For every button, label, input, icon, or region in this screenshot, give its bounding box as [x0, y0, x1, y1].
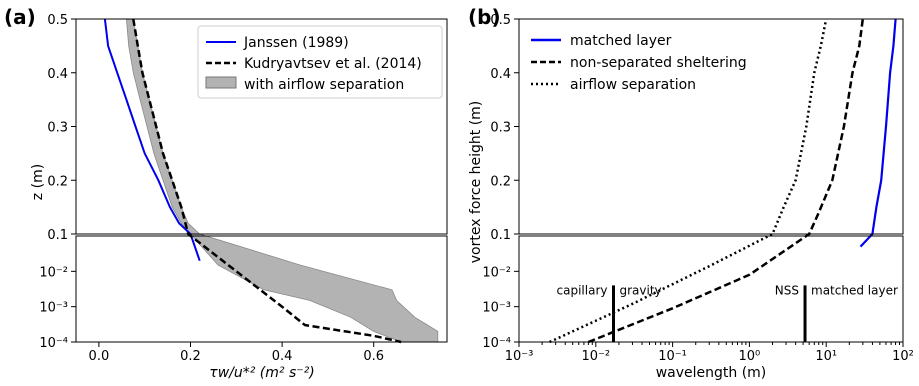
marker-label-nss: NSS	[775, 283, 799, 297]
y-tick-label: 10⁻²	[39, 265, 68, 280]
panel-a-ylabel: z (m)	[30, 164, 46, 200]
y-tick-label: 0.5	[47, 13, 68, 28]
panel-b-markers: capillary gravity NSS matched layer	[557, 283, 898, 342]
panel-a: (a) 0.0 0.2 0.4 0.6 0.1 0.2 0.3 0.4 0.5 10⁻² 10⁻³ 1…	[4, 5, 448, 381]
panel-b-legend-label-matched: matched layer	[570, 33, 672, 49]
y-tick-label: 0.3	[490, 121, 511, 136]
x-tick-label: 10¹	[815, 349, 837, 364]
y-tick-label: 0.4	[490, 67, 511, 82]
panel-b-ylabel: vortex force height (m)	[468, 101, 484, 264]
panel-a-legend-label-kudryavtsev: Kudryavtsev et al. (2014)	[244, 56, 422, 72]
y-tick-label: 0.1	[490, 228, 511, 243]
series-line-non-separated-sheltering	[587, 18, 865, 344]
panel-b-series-layer	[549, 18, 897, 344]
panel-a-legend: Janssen (1989) Kudryavtsev et al. (2014)…	[197, 25, 443, 99]
y-tick-label: 10⁻⁴	[39, 336, 68, 351]
y-tick-label: 10⁻³	[482, 301, 511, 316]
marker-label-matched-layer: matched layer	[811, 283, 898, 297]
y-tick-label: 0.2	[490, 174, 511, 189]
x-tick-label: 10⁻¹	[658, 349, 687, 364]
panel-b-xlabel: wavelength (m)	[656, 365, 767, 381]
y-tick-label: 0.5	[490, 13, 511, 28]
marker-label-gravity: gravity	[619, 283, 661, 297]
panel-a-axes: 0.0 0.2 0.4 0.6 0.1 0.2 0.3 0.4 0.5 10⁻² 10⁻³ 10⁻⁴	[39, 13, 384, 364]
panel-a-legend-box	[197, 25, 443, 99]
y-tick-label: 10⁻⁴	[482, 336, 511, 351]
panel-b-legend-label-separation: airflow separation	[570, 77, 696, 93]
panel-b-lower-frame	[518, 235, 904, 343]
y-tick-label: 0.2	[47, 174, 68, 189]
panel-b-legend-label-nss: non-separated sheltering	[570, 55, 747, 71]
panel-b-label: (b)	[468, 5, 501, 29]
panel-b-legend: matched layer non-separated sheltering a…	[531, 33, 747, 93]
marker-label-capillary: capillary	[557, 283, 608, 297]
series-line-janssen-1989	[103, 18, 201, 262]
x-tick-label: 0.6	[363, 349, 384, 364]
y-tick-label: 0.4	[47, 67, 68, 82]
y-tick-label: 10⁻²	[482, 265, 511, 280]
panel-b: (b) 10⁻³ 10⁻² 10⁻¹ 10⁰ 10¹ 10² 0.1 0.2 0.3 0.4 0.5…	[468, 5, 914, 381]
x-tick-label: 0.0	[89, 349, 110, 364]
x-tick-label: 10⁻³	[505, 349, 534, 364]
y-tick-label: 10⁻³	[39, 301, 68, 316]
x-tick-label: 10²	[892, 349, 914, 364]
panel-a-legend-label-band: with airflow separation	[244, 77, 404, 93]
panel-b-axes: 10⁻³ 10⁻² 10⁻¹ 10⁰ 10¹ 10² 0.1 0.2 0.3 0.4 0.5 10⁻²…	[482, 13, 914, 364]
panel-a-xlabel: τw/u*² (m² s⁻²)	[209, 365, 314, 381]
panel-a-legend-swatch-band	[205, 76, 237, 89]
y-tick-label: 0.3	[47, 121, 68, 136]
panel-a-legend-label-janssen: Janssen (1989)	[243, 35, 349, 51]
y-tick-label: 0.1	[47, 228, 68, 243]
x-tick-label: 0.4	[272, 349, 293, 364]
x-tick-label: 0.2	[180, 349, 201, 364]
series-line-matched-layer	[859, 18, 897, 248]
series-line-kudryavtsev-et-al-2014	[132, 18, 402, 344]
x-tick-label: 10⁻²	[581, 349, 610, 364]
panel-b-upper-frame	[518, 18, 904, 235]
panel-a-lower-frame	[75, 235, 448, 343]
x-tick-label: 10⁰	[739, 349, 761, 364]
series-line-airflow-separation	[549, 18, 828, 344]
panel-a-label: (a)	[4, 5, 36, 29]
